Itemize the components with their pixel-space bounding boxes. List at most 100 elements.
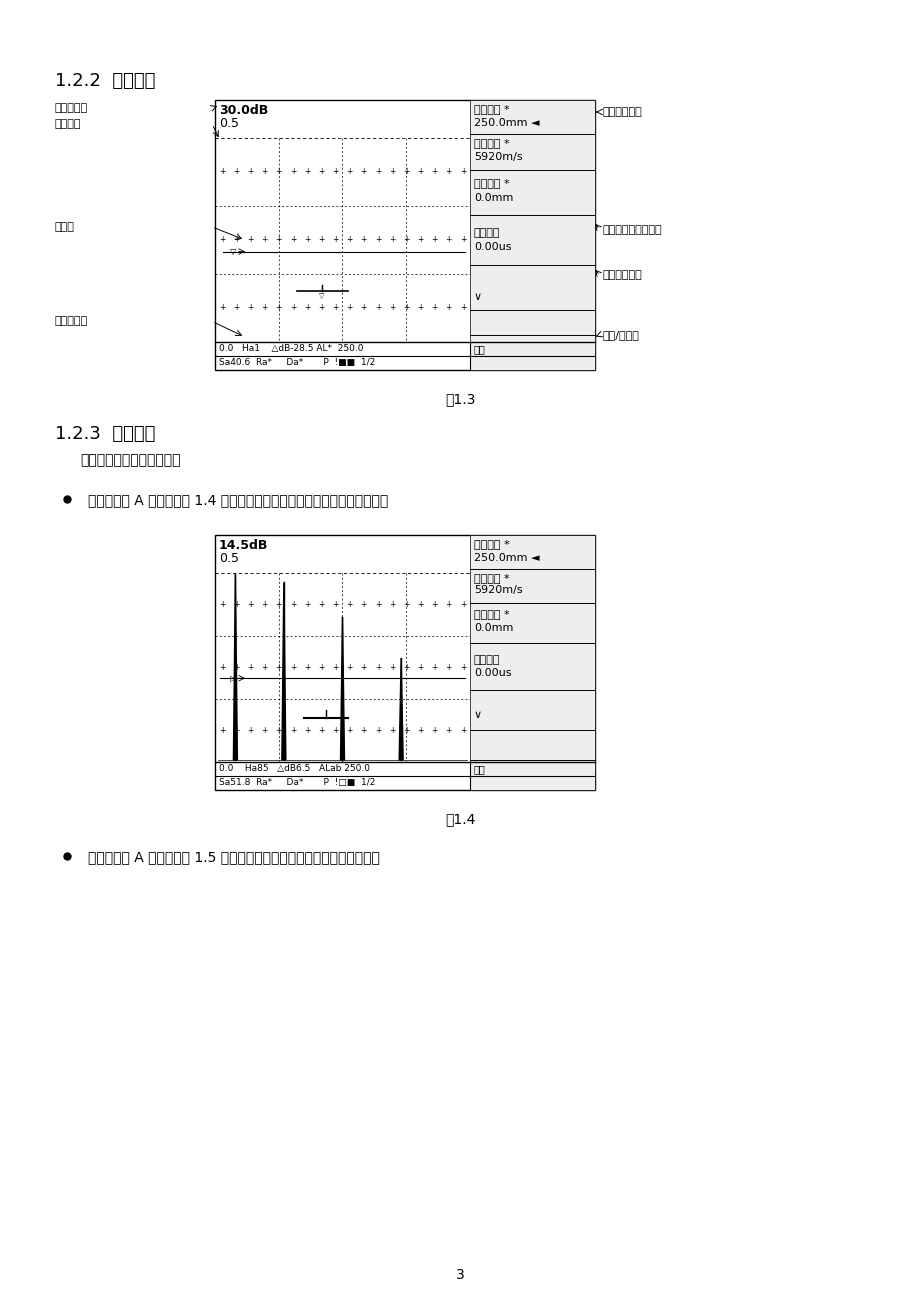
Text: ∨: ∨: [473, 292, 482, 302]
Text: +: +: [247, 600, 254, 609]
Text: +: +: [403, 303, 409, 312]
Text: +: +: [374, 168, 380, 177]
Text: +: +: [431, 663, 437, 672]
Text: +: +: [445, 663, 451, 672]
Text: +: +: [374, 727, 380, 736]
Polygon shape: [399, 658, 403, 760]
Text: 3: 3: [455, 1268, 464, 1282]
Text: 当前主菜单名: 当前主菜单名: [602, 271, 642, 280]
Text: +: +: [389, 168, 395, 177]
Text: +: +: [247, 727, 254, 736]
Text: +: +: [276, 600, 281, 609]
Text: +: +: [233, 727, 239, 736]
Text: +: +: [332, 600, 338, 609]
Text: 基本: 基本: [473, 764, 485, 773]
Text: +: +: [460, 600, 466, 609]
Text: +: +: [403, 168, 409, 177]
Text: +: +: [247, 168, 254, 177]
Polygon shape: [281, 582, 286, 760]
Text: +: +: [431, 727, 437, 736]
Text: 脉冲移位 *: 脉冲移位 *: [473, 178, 509, 187]
Text: +: +: [346, 303, 352, 312]
Text: +: +: [318, 727, 324, 736]
Text: +: +: [431, 600, 437, 609]
Text: 250.0mm ◄: 250.0mm ◄: [473, 553, 539, 562]
Text: +: +: [417, 663, 423, 672]
Text: +: +: [460, 303, 466, 312]
Text: +: +: [332, 236, 338, 245]
Text: +: +: [219, 236, 225, 245]
Text: +: +: [303, 663, 310, 672]
Text: 探测范围 *: 探测范围 *: [473, 539, 509, 549]
Text: +: +: [219, 600, 225, 609]
Text: 增益步进: 增益步进: [55, 118, 82, 129]
Text: +: +: [261, 168, 267, 177]
Text: +: +: [374, 663, 380, 672]
Text: 5920m/s: 5920m/s: [473, 152, 522, 161]
Text: +: +: [303, 168, 310, 177]
Text: +: +: [460, 727, 466, 736]
Text: 放大模式的 A 型扫描如图 1.5 所示，现场探伤时可以选择这一显示模式：: 放大模式的 A 型扫描如图 1.5 所示，现场探伤时可以选择这一显示模式：: [88, 850, 380, 865]
Polygon shape: [340, 617, 344, 760]
Text: +: +: [332, 303, 338, 312]
Text: +: +: [276, 303, 281, 312]
Text: +: +: [360, 727, 367, 736]
Text: +: +: [445, 727, 451, 736]
Text: +: +: [247, 303, 254, 312]
Text: 材料声速 *: 材料声速 *: [473, 573, 509, 583]
Text: 图1.4: 图1.4: [444, 812, 475, 825]
Text: +: +: [417, 303, 423, 312]
Text: 5920m/s: 5920m/s: [473, 585, 522, 595]
Text: +: +: [389, 727, 395, 736]
Text: +: +: [303, 236, 310, 245]
Text: +: +: [445, 600, 451, 609]
Text: 基本: 基本: [473, 344, 485, 354]
Text: +: +: [346, 600, 352, 609]
Text: +: +: [247, 236, 254, 245]
Text: +: +: [389, 600, 395, 609]
Text: +: +: [261, 727, 267, 736]
Text: ∨: ∨: [473, 710, 482, 720]
Bar: [470, 535, 595, 790]
Text: 波形区: 波形区: [55, 221, 74, 232]
Text: 0.00us: 0.00us: [473, 668, 511, 678]
Text: +: +: [445, 168, 451, 177]
Text: 1.2.3  显示模式: 1.2.3 显示模式: [55, 424, 155, 443]
Text: +: +: [233, 168, 239, 177]
Text: +: +: [233, 236, 239, 245]
Text: +: +: [289, 663, 296, 672]
Text: +: +: [360, 600, 367, 609]
Text: 0.0   Ha1    △dB-28.5 AL*  250.0: 0.0 Ha1 △dB-28.5 AL* 250.0: [219, 344, 363, 353]
Text: +: +: [219, 727, 225, 736]
Text: 子菜单显示区: 子菜单显示区: [602, 107, 642, 117]
Text: +: +: [219, 663, 225, 672]
Text: 正常模式的 A 型扫描如图 1.4 所示，调节、设定仪器时使用这一显示模式；: 正常模式的 A 型扫描如图 1.4 所示，调节、设定仪器时使用这一显示模式；: [88, 493, 388, 506]
Text: +: +: [289, 303, 296, 312]
Text: +: +: [431, 168, 437, 177]
Text: 页数/总页数: 页数/总页数: [602, 329, 640, 340]
Text: +: +: [318, 303, 324, 312]
Text: +: +: [261, 303, 267, 312]
Text: 250.0mm ◄: 250.0mm ◄: [473, 118, 539, 128]
Text: +: +: [389, 303, 395, 312]
Text: +: +: [289, 236, 296, 245]
Text: 0.00us: 0.00us: [473, 242, 511, 253]
Text: +: +: [346, 663, 352, 672]
Text: +: +: [318, 663, 324, 672]
Text: +: +: [261, 663, 267, 672]
Text: +: +: [261, 236, 267, 245]
Text: 探头零点: 探头零点: [473, 228, 500, 238]
Text: +: +: [332, 168, 338, 177]
Text: 测量数据区: 测量数据区: [55, 316, 88, 327]
Text: +: +: [360, 303, 367, 312]
Text: ▷: ▷: [230, 673, 236, 682]
Text: ▽: ▽: [230, 247, 236, 256]
Bar: [470, 100, 595, 370]
Text: 探测范围 *: 探测范围 *: [473, 104, 509, 115]
Text: +: +: [417, 236, 423, 245]
Text: +: +: [289, 168, 296, 177]
Text: 0.0mm: 0.0mm: [473, 622, 513, 633]
Text: +: +: [431, 303, 437, 312]
Text: +: +: [389, 663, 395, 672]
Text: +: +: [460, 663, 466, 672]
